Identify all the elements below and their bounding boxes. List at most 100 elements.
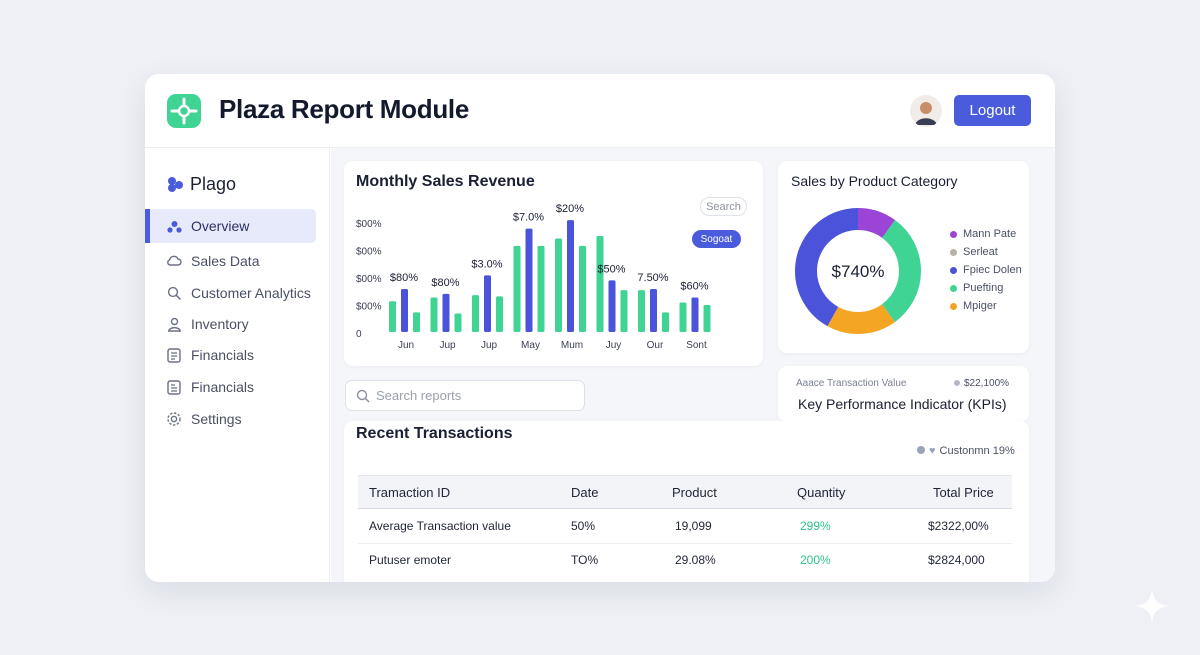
brand-name: Plago: [190, 174, 237, 194]
sidebar-item-label: Overview: [191, 218, 250, 234]
sidebar-item-settings[interactable]: Settings: [145, 402, 316, 436]
filter-label: Custonmn 19%: [939, 445, 1015, 457]
table-cell: TO%: [571, 553, 599, 567]
legend-label: Fpiec Dolen: [963, 264, 1022, 276]
x-tick-label: May: [521, 340, 540, 351]
y-tick-label: $00%: [356, 274, 382, 285]
sidebar-item-customer-analytics[interactable]: Customer Analytics: [145, 276, 316, 310]
column-header[interactable]: Quantity: [797, 485, 846, 500]
monthly-sales-panel: Monthly Sales Revenue Search Sogoat $00%…: [344, 161, 763, 366]
kpi-caption: Aaace Transaction Value: [796, 378, 907, 389]
legend-label: Mann Pate: [963, 228, 1017, 240]
kpi-value-text: $22,100%: [964, 378, 1010, 389]
bar-blue: [401, 288, 408, 332]
column-header[interactable]: Tramaction ID: [369, 485, 451, 500]
heart-icon: ♥: [929, 445, 936, 457]
gear-icon: [165, 410, 183, 428]
table-cell: $2322,00%: [928, 519, 989, 533]
legend-item: Serleat: [950, 246, 998, 258]
table-header: [358, 475, 1012, 509]
sidebar-item-overview[interactable]: Overview: [145, 209, 316, 243]
table-cell: 50%: [571, 519, 596, 533]
legend-dot-icon: [950, 248, 957, 256]
bar-data-label: 7.50%: [637, 272, 668, 284]
table-cell: 200%: [800, 553, 831, 567]
search-input[interactable]: Search reports: [345, 380, 585, 411]
legend-dot-icon: [950, 284, 957, 292]
x-tick-label: Sont: [686, 340, 707, 351]
legend-label: Mpiger: [963, 300, 997, 312]
x-tick-label: Jun: [398, 340, 414, 351]
filter-dot-icon: [917, 446, 925, 454]
panel-title: Sales by Product Category: [791, 173, 958, 189]
bar-green: [555, 238, 562, 332]
table-cell: Average Transaction value: [369, 519, 511, 533]
customer-filter[interactable]: ♥ Custonmn 19%: [917, 445, 1015, 457]
cloud-icon: [165, 252, 183, 270]
y-tick-label: $00%: [356, 247, 382, 258]
chart-search-button[interactable]: Search: [700, 197, 747, 216]
bar-blue: [484, 275, 491, 332]
table-cell: 19,099: [675, 519, 712, 533]
column-header[interactable]: Date: [571, 485, 599, 500]
sidebar-item-label: Customer Analytics: [191, 285, 311, 301]
y-tick-label: $00%: [356, 302, 382, 313]
bar-green: [679, 302, 687, 332]
sidebar-item-label: Settings: [191, 411, 242, 427]
user-avatar-icon: [915, 102, 937, 125]
bar-green: [513, 245, 521, 332]
bar-green: [579, 245, 586, 332]
segment-toggle-button[interactable]: Sogoat: [692, 230, 741, 248]
legend-dot-icon: [950, 302, 957, 310]
bar-green: [413, 312, 420, 332]
column-header[interactable]: Product: [672, 485, 717, 500]
bar-green: [472, 295, 479, 332]
bar-green: [662, 312, 669, 332]
bar-blue: [567, 220, 574, 332]
category-donut-chart: $740%: [795, 208, 921, 334]
monthly-sales-bar-chart: $00% $00% $00% $00% 0 $80% Jun $80% Jup $3.0% Jup $…: [356, 203, 711, 351]
sidebar-item-label: Inventory: [191, 316, 249, 332]
kpi-value: $22,100%: [954, 378, 1009, 389]
legend-label: Serleat: [963, 246, 998, 258]
column-header[interactable]: Total Price: [933, 485, 994, 500]
sidebar-item-inventory[interactable]: Inventory: [145, 307, 316, 341]
donut-center-label: $740%: [832, 262, 885, 281]
search-placeholder: Search reports: [376, 388, 462, 403]
row-divider: [358, 543, 1012, 544]
people-icon: [165, 217, 183, 235]
bar-data-label: $80%: [431, 277, 459, 289]
avatar[interactable]: [910, 95, 942, 127]
legend-item: Mann Pate: [950, 228, 1016, 240]
magnifier-icon: [165, 284, 183, 302]
legend-item: Mpiger: [950, 300, 997, 312]
bar-blue: [650, 288, 657, 332]
search-icon: [356, 389, 370, 403]
bar-blue: [442, 293, 450, 332]
bar-green: [537, 245, 545, 332]
y-tick-label: $00%: [356, 219, 382, 230]
bar-data-label: $3.0%: [471, 258, 502, 270]
sidebar-item-label: Sales Data: [191, 253, 260, 269]
panel-title: Recent Transactions: [356, 425, 513, 442]
bar-data-label: $60%: [680, 281, 708, 293]
logout-button[interactable]: Logout: [954, 95, 1031, 126]
bar-data-label: $50%: [597, 263, 625, 275]
page-title: Plaza Report Module: [219, 94, 469, 124]
sidebar-item-financials[interactable]: Financials: [145, 338, 316, 372]
kpi-title: Key Performance Indicator (KPIs): [798, 396, 1007, 412]
x-tick-label: Mum: [561, 340, 583, 351]
transactions-panel: Recent Transactions ♥ Custonmn 19% Tramac…: [344, 421, 1029, 582]
bar-green: [454, 313, 462, 332]
legend-item: Fpiec Dolen: [950, 264, 1022, 276]
bar-blue: [525, 228, 533, 332]
sparkle-icon: [1134, 588, 1170, 624]
x-tick-label: Jup: [439, 340, 456, 351]
table-cell: $2824,000: [928, 553, 985, 567]
donut-slice: [795, 208, 921, 334]
sidebar-item-sales-data[interactable]: Sales Data: [145, 244, 316, 278]
brand-logo-icon: [168, 177, 183, 192]
kpi-card: Aaace Transaction Value $22,100% Key Per…: [778, 366, 1029, 422]
table-cell: Putuser emoter: [369, 553, 452, 567]
sidebar-item-financials-2[interactable]: Financials: [145, 370, 316, 404]
